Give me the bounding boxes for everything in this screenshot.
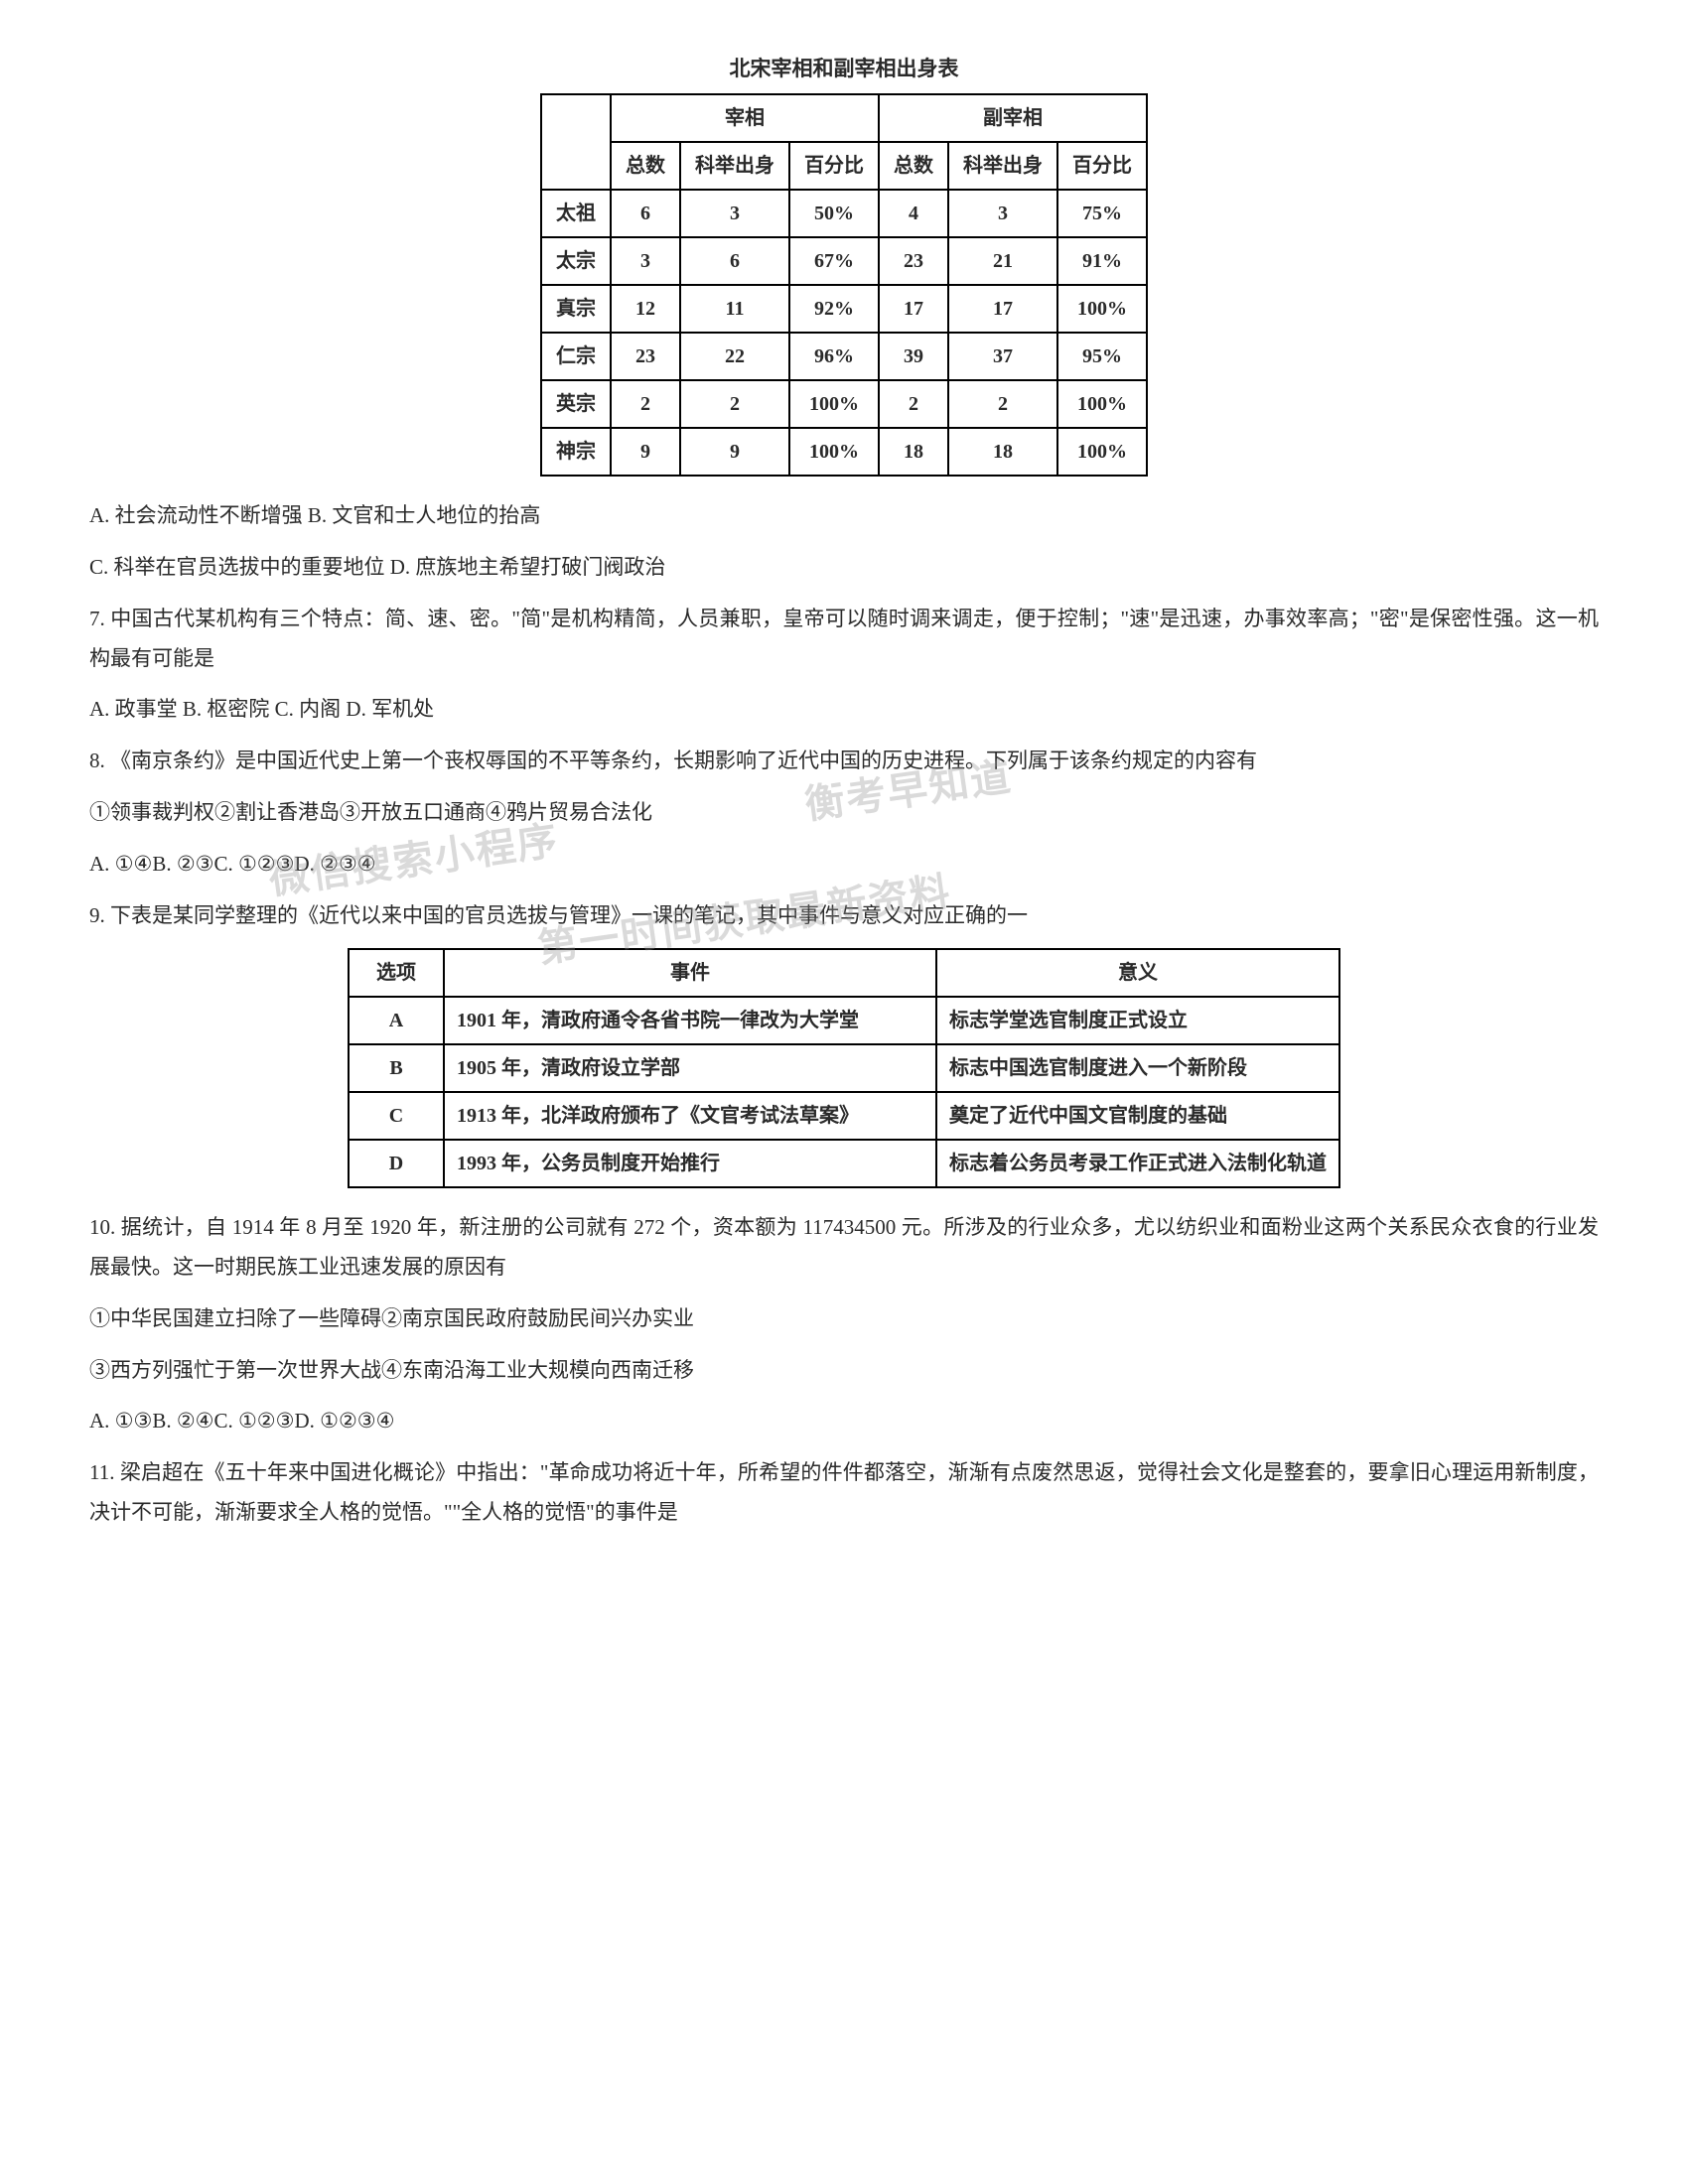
table1-cell: 21 [948, 237, 1057, 285]
table1-header-row1: 宰相 副宰相 [541, 94, 1147, 142]
table1-cell: 37 [948, 333, 1057, 380]
table1-cell: 2 [879, 380, 948, 428]
table1-cell: 100% [789, 380, 879, 428]
table-row: A1901 年，清政府通令各省书院一律改为大学堂标志学堂选官制度正式设立 [349, 997, 1339, 1044]
table-row: B1905 年，清政府设立学部标志中国选官制度进入一个新阶段 [349, 1044, 1339, 1092]
table-row: C1913 年，北洋政府颁布了《文官考试法草案》奠定了近代中国文官制度的基础 [349, 1092, 1339, 1140]
table1-sub-5: 百分比 [1057, 142, 1147, 190]
q6-options-line1: A. 社会流动性不断增强 B. 文官和士人地位的抬高 [89, 496, 1599, 536]
table1-sub-1: 科举出身 [680, 142, 789, 190]
table-row: 神宗99100%1818100% [541, 428, 1147, 476]
table-row: D1993 年，公务员制度开始推行标志着公务员考录工作正式进入法制化轨道 [349, 1140, 1339, 1187]
q7-stem: 7. 中国古代某机构有三个特点：简、速、密。"简"是机构精简，人员兼职，皇帝可以… [89, 600, 1599, 679]
table2-event-cell: 1905 年，清政府设立学部 [444, 1044, 936, 1092]
watermark-region: 衡考早知道 ①领事裁判权②割让香港岛③开放五口通商④鸦片贸易合法化 微信搜索小程… [89, 793, 1599, 936]
table1-cell: 100% [1057, 428, 1147, 476]
table2-h1: 事件 [444, 949, 936, 997]
table2-h2: 意义 [936, 949, 1339, 997]
q10-stem: 10. 据统计，自 1914 年 8 月至 1920 年，新注册的公司就有 27… [89, 1208, 1599, 1288]
table1-wrap: 北宋宰相和副宰相出身表 宰相 副宰相 总数 科举出身 百分比 总数 科举出身 百… [89, 50, 1599, 477]
table1-cell: 75% [1057, 190, 1147, 237]
table1-cell: 2 [680, 380, 789, 428]
table1-cell: 39 [879, 333, 948, 380]
table1: 宰相 副宰相 总数 科举出身 百分比 总数 科举出身 百分比 太祖6350%43… [540, 93, 1148, 477]
table2-event-cell: 1993 年，公务员制度开始推行 [444, 1140, 936, 1187]
table1-rowlabel: 仁宗 [541, 333, 611, 380]
table2-meaning-cell: 标志中国选官制度进入一个新阶段 [936, 1044, 1339, 1092]
table-row: 真宗121192%1717100% [541, 285, 1147, 333]
table1-rowlabel: 真宗 [541, 285, 611, 333]
table1-cell: 23 [879, 237, 948, 285]
table2-option-cell: C [349, 1092, 444, 1140]
table2-option-cell: D [349, 1140, 444, 1187]
table1-cell: 3 [680, 190, 789, 237]
table1-cell: 91% [1057, 237, 1147, 285]
table2-option-cell: A [349, 997, 444, 1044]
table1-cell: 9 [680, 428, 789, 476]
table1-cell: 100% [789, 428, 879, 476]
table1-rowlabel: 太宗 [541, 237, 611, 285]
table1-group-1: 副宰相 [879, 94, 1147, 142]
table1-cell: 9 [611, 428, 680, 476]
table1-container: 北宋宰相和副宰相出身表 宰相 副宰相 总数 科举出身 百分比 总数 科举出身 百… [540, 50, 1148, 477]
table1-cell: 92% [789, 285, 879, 333]
table1-cell: 3 [611, 237, 680, 285]
q8-stem: 8. 《南京条约》是中国近代史上第一个丧权辱国的不平等条约，长期影响了近代中国的… [89, 742, 1599, 781]
table1-cell: 18 [948, 428, 1057, 476]
q10-items1: ①中华民国建立扫除了一些障碍②南京国民政府鼓励民间兴办实业 [89, 1299, 1599, 1339]
q8-items: ①领事裁判权②割让香港岛③开放五口通商④鸦片贸易合法化 [89, 793, 1599, 833]
table1-cell: 22 [680, 333, 789, 380]
table2-header-row: 选项 事件 意义 [349, 949, 1339, 997]
q6-options-line2: C. 科举在官员选拔中的重要地位 D. 庶族地主希望打破门阀政治 [89, 548, 1599, 588]
table1-sub-4: 科举出身 [948, 142, 1057, 190]
table1-title: 北宋宰相和副宰相出身表 [540, 50, 1148, 89]
table2-event-cell: 1901 年，清政府通令各省书院一律改为大学堂 [444, 997, 936, 1044]
table1-cell: 12 [611, 285, 680, 333]
table1-cell: 18 [879, 428, 948, 476]
q8-options: A. ①④B. ②③C. ①②③D. ②③④ [89, 845, 1599, 885]
table-row: 英宗22100%22100% [541, 380, 1147, 428]
table1-cell: 96% [789, 333, 879, 380]
table1-rowlabel: 太祖 [541, 190, 611, 237]
table2: 选项 事件 意义 A1901 年，清政府通令各省书院一律改为大学堂标志学堂选官制… [348, 948, 1340, 1188]
table1-header-row2: 总数 科举出身 百分比 总数 科举出身 百分比 [541, 142, 1147, 190]
table1-cell: 23 [611, 333, 680, 380]
table2-wrap: 选项 事件 意义 A1901 年，清政府通令各省书院一律改为大学堂标志学堂选官制… [89, 948, 1599, 1188]
table1-cell: 17 [948, 285, 1057, 333]
table1-cell: 95% [1057, 333, 1147, 380]
table2-meaning-cell: 奠定了近代中国文官制度的基础 [936, 1092, 1339, 1140]
q10-options: A. ①③B. ②④C. ①②③D. ①②③④ [89, 1402, 1599, 1441]
table1-cell: 2 [948, 380, 1057, 428]
table1-cell: 3 [948, 190, 1057, 237]
table1-cell: 4 [879, 190, 948, 237]
table1-cell: 100% [1057, 285, 1147, 333]
table2-h0: 选项 [349, 949, 444, 997]
table1-cell: 67% [789, 237, 879, 285]
q7-options: A. 政事堂 B. 枢密院 C. 内阁 D. 军机处 [89, 690, 1599, 730]
table1-cell: 6 [680, 237, 789, 285]
table1-sub-3: 总数 [879, 142, 948, 190]
table-row: 太宗3667%232191% [541, 237, 1147, 285]
table1-cell: 17 [879, 285, 948, 333]
table1-rowlabel: 神宗 [541, 428, 611, 476]
table1-cell: 50% [789, 190, 879, 237]
table1-rowlabel: 英宗 [541, 380, 611, 428]
table2-event-cell: 1913 年，北洋政府颁布了《文官考试法草案》 [444, 1092, 936, 1140]
table1-group-0: 宰相 [611, 94, 879, 142]
table1-sub-2: 百分比 [789, 142, 879, 190]
q11-stem: 11. 梁启超在《五十年来中国进化概论》中指出："革命成功将近十年，所希望的件件… [89, 1453, 1599, 1533]
table-row: 仁宗232296%393795% [541, 333, 1147, 380]
table1-cell: 6 [611, 190, 680, 237]
table2-meaning-cell: 标志着公务员考录工作正式进入法制化轨道 [936, 1140, 1339, 1187]
table1-cell: 11 [680, 285, 789, 333]
table1-cell: 100% [1057, 380, 1147, 428]
table1-cell: 2 [611, 380, 680, 428]
table2-option-cell: B [349, 1044, 444, 1092]
q9-stem: 9. 下表是某同学整理的《近代以来中国的官员选拔与管理》一课的笔记，其中事件与意… [89, 896, 1599, 936]
table2-meaning-cell: 标志学堂选官制度正式设立 [936, 997, 1339, 1044]
table-row: 太祖6350%4375% [541, 190, 1147, 237]
table1-sub-0: 总数 [611, 142, 680, 190]
table1-corner [541, 94, 611, 190]
q10-items2: ③西方列强忙于第一次世界大战④东南沿海工业大规模向西南迁移 [89, 1351, 1599, 1391]
